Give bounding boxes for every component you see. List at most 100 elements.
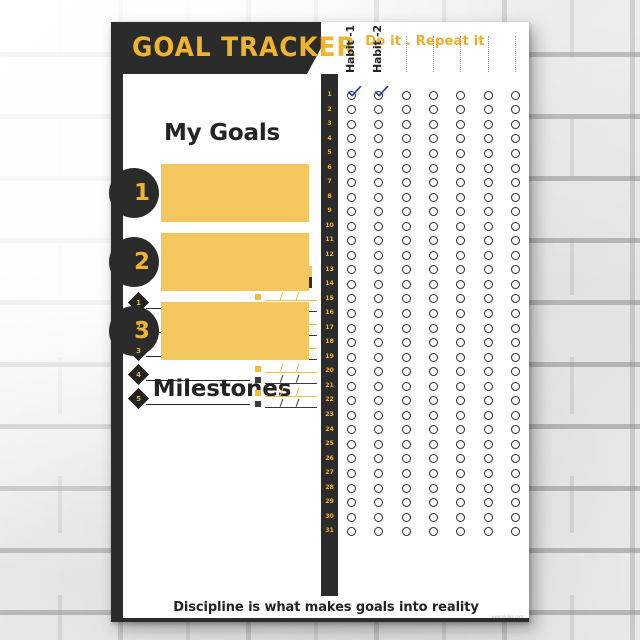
habit-checkbox[interactable] — [338, 178, 365, 188]
habit-checkbox[interactable] — [393, 105, 420, 115]
habit-checkbox[interactable] — [338, 425, 365, 435]
habit-checkbox[interactable] — [393, 483, 420, 493]
habit-checkbox[interactable] — [502, 192, 529, 202]
habit-checkbox[interactable] — [420, 105, 447, 115]
habit-checkbox[interactable] — [365, 308, 392, 318]
habit-checkbox[interactable] — [474, 439, 501, 449]
habit-checkbox[interactable] — [420, 265, 447, 275]
habit-checkbox[interactable] — [502, 425, 529, 435]
habit-checkbox[interactable] — [502, 439, 529, 449]
habit-checkbox[interactable] — [420, 352, 447, 362]
milestone-text-input[interactable] — [146, 380, 250, 381]
habit-checkbox[interactable] — [447, 454, 474, 464]
habit-checkbox[interactable] — [393, 207, 420, 217]
habit-checkbox[interactable] — [420, 396, 447, 406]
habit-checkbox[interactable] — [365, 483, 392, 493]
habit-checkbox[interactable] — [502, 338, 529, 348]
habit-checkbox[interactable] — [365, 192, 392, 202]
habit-checkbox[interactable] — [365, 381, 392, 391]
actual-date-input[interactable] — [255, 375, 317, 386]
habit-checkbox[interactable] — [365, 425, 392, 435]
habit-checkbox[interactable] — [474, 236, 501, 246]
habit-checkbox[interactable] — [393, 323, 420, 333]
habit-checkbox[interactable] — [338, 279, 365, 289]
target-date-input[interactable] — [255, 388, 317, 399]
habit-checkbox[interactable] — [474, 163, 501, 173]
habit-checkbox[interactable] — [393, 192, 420, 202]
habit-checkbox[interactable] — [393, 163, 420, 173]
habit-checkbox[interactable] — [393, 527, 420, 537]
habit-checkbox[interactable] — [365, 134, 392, 144]
habit-checkbox[interactable] — [447, 192, 474, 202]
actual-date-input[interactable] — [255, 399, 317, 410]
habit-column-blank-line-5[interactable] — [460, 36, 462, 72]
habit-checkbox[interactable] — [474, 498, 501, 508]
habit-checkbox[interactable] — [393, 512, 420, 522]
habit-checkbox[interactable] — [393, 367, 420, 377]
habit-checkbox[interactable] — [338, 207, 365, 217]
habit-checkbox[interactable] — [393, 425, 420, 435]
habit-column-blank-line-3[interactable] — [405, 36, 407, 72]
habit-checkbox[interactable] — [393, 221, 420, 231]
habit-checkbox[interactable] — [420, 338, 447, 348]
habit-checkbox[interactable] — [447, 265, 474, 275]
habit-checkbox[interactable] — [420, 221, 447, 231]
habit-checkbox[interactable] — [447, 105, 474, 115]
habit-checkbox[interactable] — [502, 468, 529, 478]
habit-checkbox[interactable] — [338, 367, 365, 377]
habit-checkbox[interactable] — [365, 468, 392, 478]
habit-column-label-2[interactable]: Habit -2 — [371, 25, 385, 73]
habit-checkbox[interactable] — [365, 367, 392, 377]
habit-checkbox[interactable] — [365, 119, 392, 129]
habit-checkbox[interactable] — [365, 410, 392, 420]
habit-checkbox[interactable] — [365, 338, 392, 348]
target-date-input[interactable] — [255, 364, 317, 375]
habit-checkbox[interactable] — [365, 512, 392, 522]
habit-checkbox[interactable] — [502, 90, 529, 100]
habit-checkbox[interactable] — [447, 483, 474, 493]
habit-checkbox[interactable] — [420, 207, 447, 217]
habit-checkbox[interactable] — [502, 163, 529, 173]
habit-checkbox[interactable] — [447, 207, 474, 217]
habit-checkbox[interactable] — [338, 86, 365, 100]
habit-checkbox[interactable] — [338, 148, 365, 158]
habit-checkbox[interactable] — [502, 178, 529, 188]
habit-checkbox[interactable] — [502, 279, 529, 289]
habit-checkbox[interactable] — [474, 338, 501, 348]
habit-checkbox[interactable] — [393, 119, 420, 129]
habit-checkbox[interactable] — [474, 192, 501, 202]
habit-checkbox[interactable] — [447, 468, 474, 478]
habit-checkbox[interactable] — [420, 294, 447, 304]
habit-checkbox[interactable] — [502, 119, 529, 129]
habit-checkbox[interactable] — [338, 265, 365, 275]
habit-checkbox[interactable] — [393, 381, 420, 391]
habit-checkbox[interactable] — [393, 338, 420, 348]
habit-checkbox[interactable] — [338, 294, 365, 304]
habit-checkbox[interactable] — [502, 134, 529, 144]
habit-checkbox[interactable] — [502, 265, 529, 275]
habit-checkbox[interactable] — [420, 454, 447, 464]
habit-checkbox[interactable] — [365, 279, 392, 289]
habit-checkbox[interactable] — [365, 105, 392, 115]
habit-checkbox[interactable] — [447, 279, 474, 289]
habit-checkbox[interactable] — [338, 410, 365, 420]
habit-checkbox[interactable] — [365, 498, 392, 508]
habit-checkbox[interactable] — [420, 90, 447, 100]
habit-column-blank-line-6[interactable] — [487, 36, 489, 72]
habit-checkbox[interactable] — [365, 323, 392, 333]
habit-checkbox[interactable] — [474, 250, 501, 260]
habit-checkbox[interactable] — [420, 323, 447, 333]
habit-checkbox[interactable] — [420, 134, 447, 144]
habit-checkbox[interactable] — [474, 134, 501, 144]
habit-checkbox[interactable] — [474, 323, 501, 333]
habit-checkbox[interactable] — [502, 381, 529, 391]
habit-checkbox[interactable] — [447, 381, 474, 391]
habit-checkbox[interactable] — [393, 352, 420, 362]
habit-checkbox[interactable] — [474, 396, 501, 406]
habit-column-label-1[interactable]: Habit -1 — [344, 25, 357, 73]
habit-checkbox[interactable] — [420, 439, 447, 449]
habit-checkbox[interactable] — [365, 265, 392, 275]
habit-checkbox[interactable] — [365, 454, 392, 464]
habit-checkbox[interactable] — [474, 119, 501, 129]
habit-checkbox[interactable] — [393, 396, 420, 406]
